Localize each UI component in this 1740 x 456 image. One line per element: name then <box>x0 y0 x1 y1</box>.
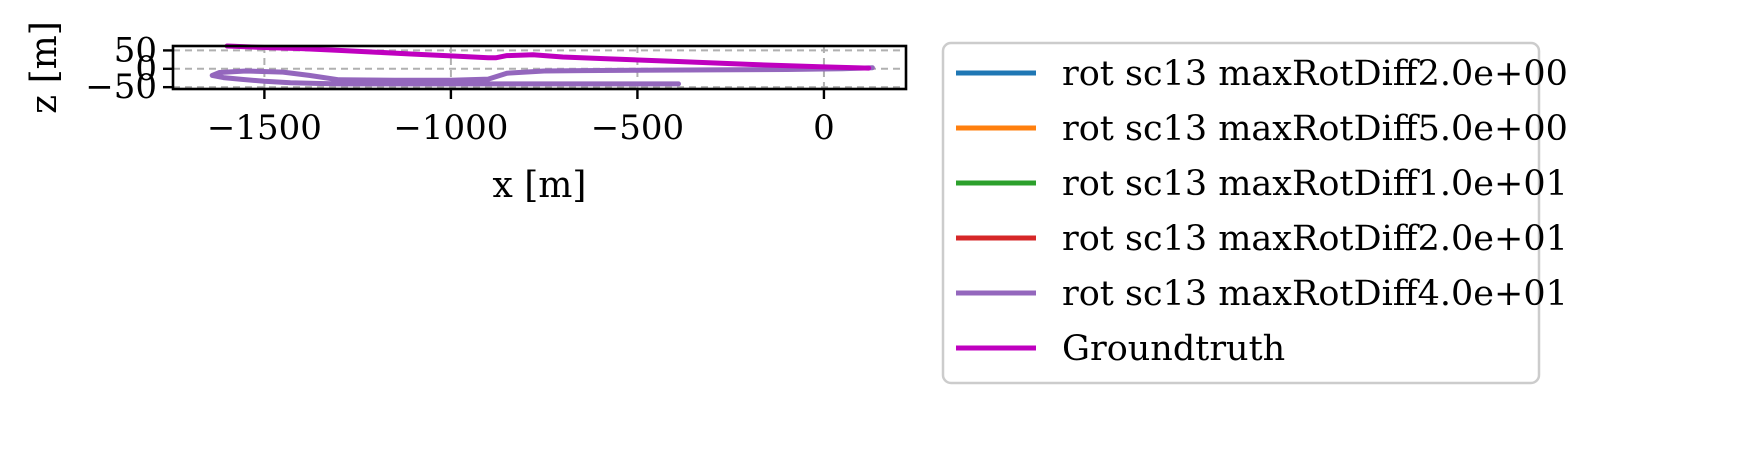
legend-label: rot sc13 maxRotDiff4.0e+01 <box>1062 274 1568 314</box>
legend-label: rot sc13 maxRotDiff1.0e+01 <box>1062 164 1568 204</box>
x-tick-label: −500 <box>591 108 684 148</box>
series-lines <box>209 43 875 87</box>
series-line <box>209 65 875 87</box>
x-axis-ticks: −1500 −1000 −500 0 <box>207 89 835 148</box>
legend: rot sc13 maxRotDiff2.0e+00 rot sc13 maxRo… <box>941 41 1568 385</box>
legend-entry: rot sc13 maxRotDiff2.0e+01 <box>956 219 1568 259</box>
legend-entry: rot sc13 maxRotDiff1.0e+01 <box>956 164 1568 204</box>
legend-entry: rot sc13 maxRotDiff2.0e+00 <box>956 54 1568 94</box>
legend-label: rot sc13 maxRotDiff5.0e+00 <box>1062 109 1568 149</box>
x-tick-label: 0 <box>813 108 835 148</box>
legend-entry: rot sc13 maxRotDiff4.0e+01 <box>956 274 1568 314</box>
legend-entry: rot sc13 maxRotDiff5.0e+00 <box>956 109 1568 149</box>
legend-label: rot sc13 maxRotDiff2.0e+00 <box>1062 54 1568 94</box>
y-axis-label: z [m] <box>24 21 65 114</box>
legend-label: Groundtruth <box>1062 329 1285 369</box>
y-tick-label: 50 <box>114 30 157 70</box>
x-tick-label: −1500 <box>207 108 322 148</box>
x-tick-label: −1000 <box>393 108 508 148</box>
series-line <box>224 43 872 71</box>
legend-entry: Groundtruth <box>956 329 1285 369</box>
legend-label: rot sc13 maxRotDiff2.0e+01 <box>1062 219 1568 259</box>
x-axis-label: x [m] <box>493 165 587 206</box>
y-axis-ticks: 500−50 <box>85 30 173 107</box>
legend-box <box>941 41 1541 385</box>
plot-frame <box>171 44 908 91</box>
y-tick-label: −50 <box>85 67 157 107</box>
y-tick-label: 0 <box>135 49 157 89</box>
